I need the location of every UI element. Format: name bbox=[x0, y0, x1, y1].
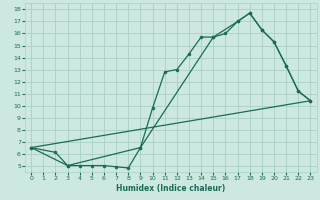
X-axis label: Humidex (Indice chaleur): Humidex (Indice chaleur) bbox=[116, 184, 226, 193]
